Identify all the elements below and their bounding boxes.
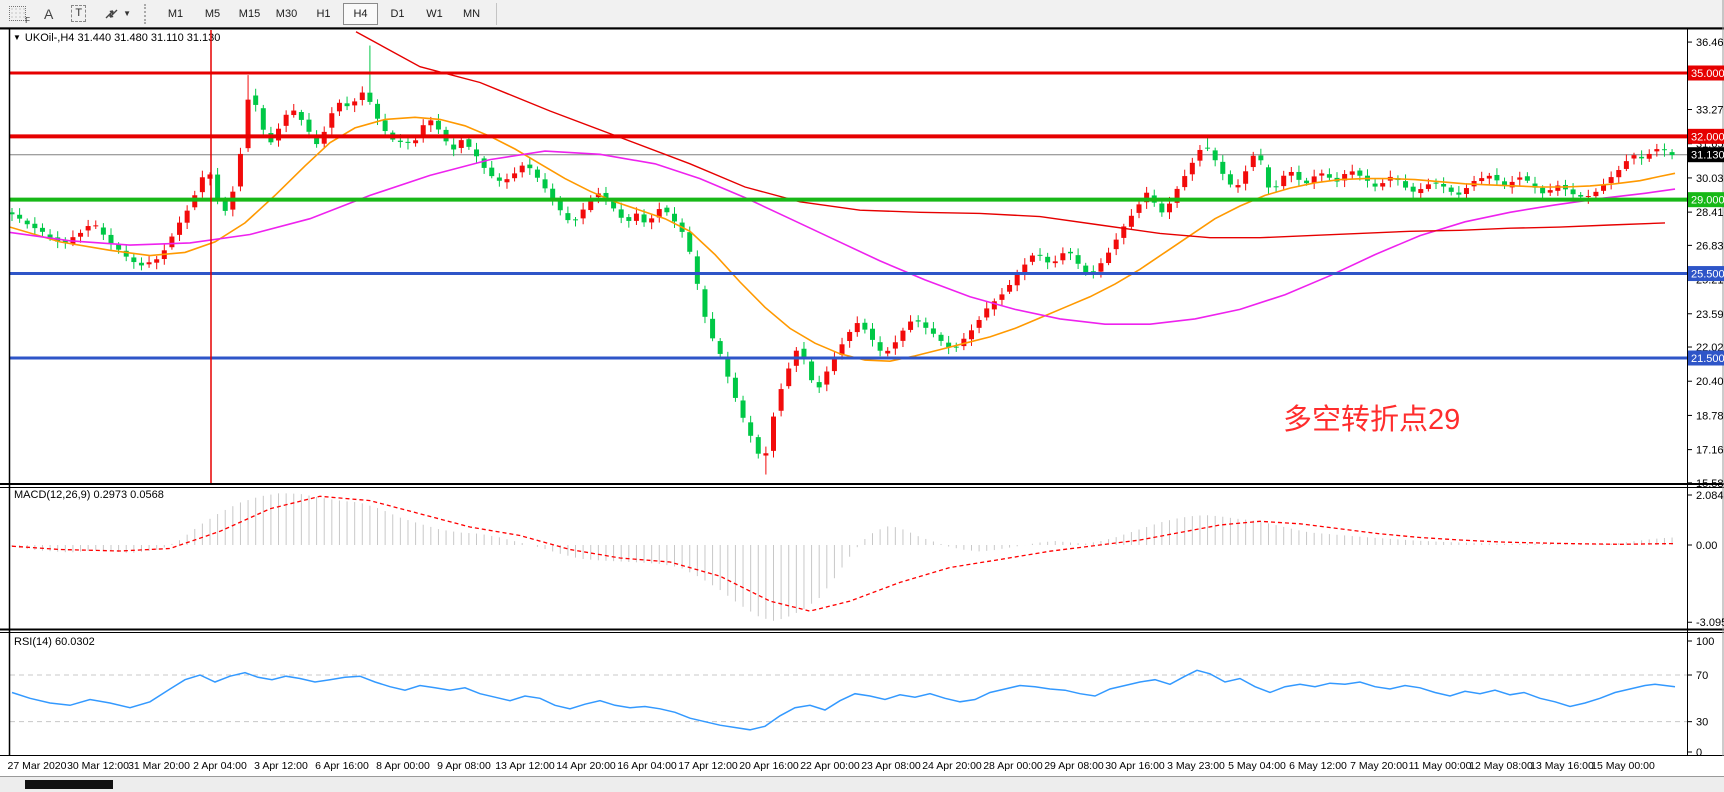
time-label: 3 May 23:00 xyxy=(1167,760,1225,772)
macd-panel xyxy=(11,493,1676,621)
svg-text:29.000: 29.000 xyxy=(1691,195,1724,207)
bottom-strip xyxy=(0,776,1724,792)
svg-text:70: 70 xyxy=(1696,670,1708,682)
time-label: 9 Apr 08:00 xyxy=(437,760,491,772)
time-label: 28 Apr 00:00 xyxy=(983,760,1043,772)
time-label: 15 May 00:00 xyxy=(1591,760,1655,772)
toolbar-separator xyxy=(496,2,497,25)
text-box-icon[interactable]: T xyxy=(71,4,87,24)
time-label: 29 Apr 08:00 xyxy=(1044,760,1104,772)
candles xyxy=(10,45,1675,475)
timeframe-button-M1[interactable]: M1 xyxy=(167,7,184,20)
timeframe-button-D1[interactable]: D1 xyxy=(390,7,405,20)
time-label: 3 Apr 12:00 xyxy=(254,760,308,772)
chevron-down-icon: ▼ xyxy=(123,9,131,18)
time-label: 24 Apr 20:00 xyxy=(922,760,982,772)
time-axis[interactable]: 27 Mar 2020 30 Mar 12:00 31 Mar 20:00 2 Apr… xyxy=(0,756,1724,776)
time-label: 2 Apr 04:00 xyxy=(193,760,247,772)
ma-red xyxy=(355,31,1666,239)
symbol-title[interactable]: ▼ UKOil-,H4 31.440 31.480 31.110 31.130 xyxy=(13,32,220,44)
svg-text:18.780: 18.780 xyxy=(1696,410,1724,422)
rsi-panel xyxy=(10,669,1687,731)
time-label: 14 Apr 20:00 xyxy=(556,760,616,772)
timeframe-button-MN[interactable]: MN xyxy=(462,7,481,20)
time-label: 6 Apr 16:00 xyxy=(315,760,369,772)
timeframe-button-M15[interactable]: M15 xyxy=(238,7,261,20)
dropdown-triangle-icon: ▼ xyxy=(13,33,21,42)
svg-text:-3.0957: -3.0957 xyxy=(1696,617,1724,629)
svg-text:30: 30 xyxy=(1696,717,1708,729)
time-label: 31 Mar 20:00 xyxy=(128,760,190,772)
time-label: 8 Apr 00:00 xyxy=(376,760,430,772)
svg-text:33.270: 33.270 xyxy=(1696,105,1724,117)
time-label: 11 May 00:00 xyxy=(1408,760,1472,772)
svg-text:35.000: 35.000 xyxy=(1691,68,1724,80)
time-label: 27 Mar 2020 xyxy=(7,760,67,772)
timeframe-button-M30[interactable]: M30 xyxy=(275,7,298,20)
timeframe-button-M5[interactable]: M5 xyxy=(204,7,221,20)
svg-text:17.160: 17.160 xyxy=(1696,445,1724,457)
svg-text:0.00: 0.00 xyxy=(1696,540,1717,552)
timeframe-button-W1[interactable]: W1 xyxy=(426,7,443,20)
timeframe-group: M1 M5 M15 M30 H1 H4 D1 W1 MN xyxy=(157,2,490,25)
time-label: 13 May 16:00 xyxy=(1530,760,1594,772)
svg-text:30.030: 30.030 xyxy=(1696,173,1724,185)
time-label: 16 Apr 04:00 xyxy=(617,760,677,772)
time-label: 23 Apr 08:00 xyxy=(861,760,921,772)
svg-text:36.465: 36.465 xyxy=(1696,37,1724,49)
ma-orange xyxy=(10,116,1676,363)
svg-text:0: 0 xyxy=(1696,747,1702,759)
toolbar-grip xyxy=(144,3,150,24)
svg-text:20.400: 20.400 xyxy=(1696,376,1724,388)
main-chart-area xyxy=(10,30,1687,483)
svg-text:21.500: 21.500 xyxy=(1691,353,1724,365)
time-label: 5 May 04:00 xyxy=(1228,760,1286,772)
timeframe-button-H4[interactable]: H4 xyxy=(343,2,378,25)
svg-text:26.835: 26.835 xyxy=(1696,240,1724,252)
svg-text:25.500: 25.500 xyxy=(1691,269,1724,281)
svg-text:2.084: 2.084 xyxy=(1696,490,1724,502)
time-label: 17 Apr 12:00 xyxy=(678,760,738,772)
time-label: 12 May 08:00 xyxy=(1469,760,1533,772)
time-label: 20 Apr 16:00 xyxy=(739,760,799,772)
chart-annotation-text: 多空转折点29 xyxy=(1283,404,1461,436)
grid-snap-icon[interactable]: F xyxy=(9,4,30,25)
timeframe-button-H1[interactable]: H1 xyxy=(316,7,331,20)
svg-text:100: 100 xyxy=(1696,636,1714,648)
rsi-line xyxy=(11,669,1676,731)
svg-text:28.410: 28.410 xyxy=(1696,207,1724,219)
time-label: 13 Apr 12:00 xyxy=(495,760,555,772)
arrows-glyph xyxy=(105,9,118,18)
svg-text:15.585: 15.585 xyxy=(1696,478,1724,490)
horizontal-scrollbar-thumb[interactable] xyxy=(25,780,113,789)
svg-text:31.130: 31.130 xyxy=(1691,150,1724,162)
symbol-ohlc-text: UKOil-,H4 31.440 31.480 31.110 31.130 xyxy=(24,32,221,44)
svg-text:32.000: 32.000 xyxy=(1691,131,1724,143)
time-label: 30 Apr 16:00 xyxy=(1105,760,1165,772)
svg-text:23.595: 23.595 xyxy=(1696,309,1724,321)
text-label-icon[interactable]: A xyxy=(44,5,54,22)
macd-indicator-label: MACD(12,26,9) 0.2973 0.0568 xyxy=(14,489,164,501)
time-label: 22 Apr 00:00 xyxy=(800,760,860,772)
time-label: 6 May 12:00 xyxy=(1289,760,1347,772)
ma-magenta xyxy=(10,150,1676,326)
time-label: 7 May 20:00 xyxy=(1350,760,1408,772)
rsi-indicator-label: RSI(14) 60.0302 xyxy=(14,636,95,648)
arrows-icon[interactable]: ▼ xyxy=(104,4,131,24)
price-scale: 36.46534.84533.27031.65030.03028.41026.8… xyxy=(1687,37,1724,759)
time-label: 30 Mar 12:00 xyxy=(67,760,129,772)
macd-signal-line xyxy=(11,495,1676,612)
